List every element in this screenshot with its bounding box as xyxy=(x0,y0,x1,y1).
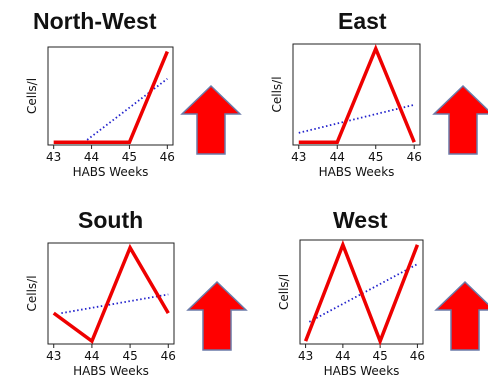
x-tick-label: 43 xyxy=(298,349,313,363)
data-line xyxy=(298,44,416,144)
x-tick-label: 44 xyxy=(84,349,99,363)
chart-south: 43 44 45 46 HABS Weeks Cells/l xyxy=(25,242,176,378)
panel-title-south: South xyxy=(78,207,144,233)
x-tick-label: 44 xyxy=(335,349,350,363)
up-arrow-icon xyxy=(180,84,242,155)
x-axis-label: HABS Weeks xyxy=(319,165,395,179)
x-axis-label: HABS Weeks xyxy=(73,165,149,179)
up-arrow-icon xyxy=(186,280,248,351)
x-tick-label: 46 xyxy=(160,150,175,164)
up-arrow-icon xyxy=(432,84,488,155)
x-axis-label: HABS Weeks xyxy=(324,364,400,378)
trend-line xyxy=(83,78,168,143)
x-tick-label: 43 xyxy=(291,150,306,164)
data-line xyxy=(52,243,170,344)
y-axis-label: Cells/l xyxy=(277,274,291,310)
x-tick-label: 43 xyxy=(46,349,61,363)
x-tick-label: 45 xyxy=(368,150,383,164)
x-tick-label: 45 xyxy=(122,349,137,363)
x-tick-label: 43 xyxy=(46,150,61,164)
y-axis-label: Cells/l xyxy=(25,78,39,114)
data-line xyxy=(303,239,420,346)
axes-frame xyxy=(47,242,175,345)
x-axis-label: HABS Weeks xyxy=(73,364,149,378)
y-axis-label: Cells/l xyxy=(270,76,284,112)
x-tick-label: 44 xyxy=(330,150,345,164)
panel-title-east: East xyxy=(338,8,387,34)
axes-frame xyxy=(292,43,421,146)
data-line xyxy=(53,50,169,145)
y-axis-label: Cells/l xyxy=(25,275,39,311)
x-tick-label: 46 xyxy=(410,349,425,363)
axes-frame xyxy=(299,239,424,345)
axes-frame xyxy=(47,46,174,146)
chart-east: 43 44 45 46 HABS Weeks Cells/l xyxy=(270,43,422,179)
x-tick-label: 46 xyxy=(161,349,176,363)
up-arrow-icon xyxy=(434,280,488,351)
x-tick-label: 46 xyxy=(407,150,422,164)
chart-north-west: 43 44 45 46 HABS Weeks Cells/l xyxy=(25,46,175,179)
x-tick-label: 44 xyxy=(84,150,99,164)
panel-title-west: West xyxy=(333,207,388,233)
x-tick-label: 45 xyxy=(122,150,137,164)
panel-title-north-west: North-West xyxy=(33,8,157,34)
x-tick-label: 45 xyxy=(372,349,387,363)
